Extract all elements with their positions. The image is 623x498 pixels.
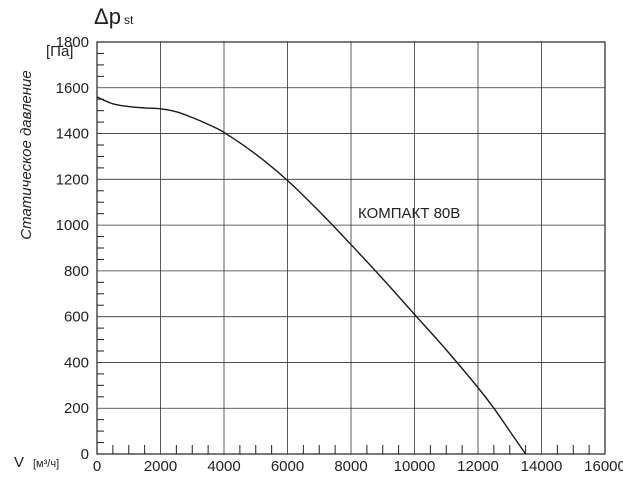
x-tick-label: 12000: [457, 458, 499, 475]
x-tick-label: 14000: [521, 458, 563, 475]
y-axis-label: Статическое давление: [18, 70, 35, 239]
x-tick-label: 10000: [394, 458, 436, 475]
y-tick-label: 1000: [56, 217, 89, 234]
series-line: [96, 96, 527, 455]
y-tick-label: 400: [64, 354, 89, 371]
y-symbol: Δp: [94, 4, 121, 29]
y-tick-label: 1200: [56, 171, 89, 188]
y-tick-label: 800: [64, 263, 89, 280]
y-tick-labels: 0 200 400 600 800 1000 1200 1400 1600 1800: [56, 34, 89, 463]
y-symbol-subscript: st: [124, 13, 134, 27]
y-tick-label: 0: [81, 446, 89, 463]
x-tick-label: 4000: [207, 458, 240, 475]
y-tick-label: 600: [64, 309, 89, 326]
curve-annotation: КОМПАКТ 80В: [358, 205, 460, 222]
x-tick-label: 2000: [144, 458, 177, 475]
x-tick-label: 8000: [334, 458, 367, 475]
minor-ticks: [97, 52, 590, 454]
x-tick-label: 0: [93, 458, 101, 475]
y-tick-label: 1800: [56, 34, 89, 51]
y-unit: [Па]: [46, 43, 73, 60]
plot-frame: [96, 41, 606, 455]
x-unit: [м³/ч]: [33, 458, 59, 470]
y-tick-label: 1600: [56, 80, 89, 97]
curve-layer: [96, 96, 527, 455]
grid-lines: [96, 41, 606, 455]
x-symbol: V: [14, 454, 24, 471]
x-tick-label: 16000: [584, 458, 623, 475]
y-tick-label: 200: [64, 400, 89, 417]
x-tick-label: 6000: [271, 458, 304, 475]
y-tick-label: 1400: [56, 126, 89, 143]
x-tick-labels: 0 2000 4000 6000 8000 10000 12000 14000 16000: [93, 458, 623, 475]
